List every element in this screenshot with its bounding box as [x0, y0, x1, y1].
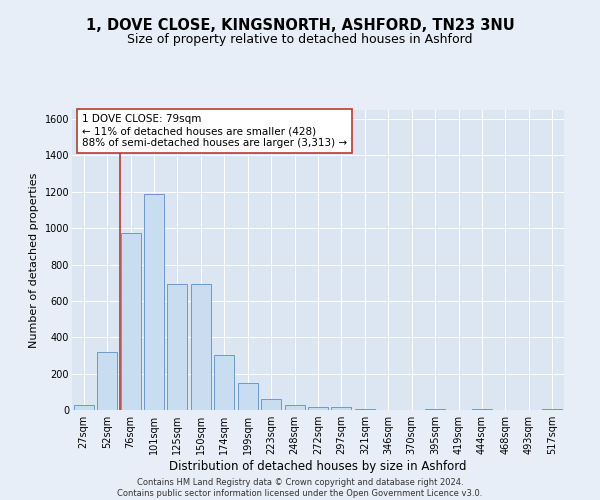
Bar: [167, 284, 187, 410]
Bar: [472, 409, 492, 410]
Y-axis label: Number of detached properties: Number of detached properties: [29, 172, 39, 348]
X-axis label: Distribution of detached houses by size in Ashford: Distribution of detached houses by size …: [169, 460, 467, 473]
Bar: [542, 409, 562, 410]
Bar: [144, 194, 164, 410]
Bar: [214, 354, 234, 410]
Bar: [331, 406, 352, 410]
Bar: [308, 406, 328, 410]
Bar: [284, 406, 305, 410]
Bar: [261, 399, 281, 410]
Bar: [355, 409, 375, 410]
Bar: [74, 406, 94, 410]
Text: 1, DOVE CLOSE, KINGSNORTH, ASHFORD, TN23 3NU: 1, DOVE CLOSE, KINGSNORTH, ASHFORD, TN23…: [86, 18, 514, 32]
Bar: [97, 352, 117, 410]
Text: Contains HM Land Registry data © Crown copyright and database right 2024.
Contai: Contains HM Land Registry data © Crown c…: [118, 478, 482, 498]
Text: 1 DOVE CLOSE: 79sqm
← 11% of detached houses are smaller (428)
88% of semi-detac: 1 DOVE CLOSE: 79sqm ← 11% of detached ho…: [82, 114, 347, 148]
Bar: [121, 232, 140, 410]
Text: Size of property relative to detached houses in Ashford: Size of property relative to detached ho…: [127, 32, 473, 46]
Bar: [191, 284, 211, 410]
Bar: [425, 409, 445, 410]
Bar: [238, 382, 257, 410]
